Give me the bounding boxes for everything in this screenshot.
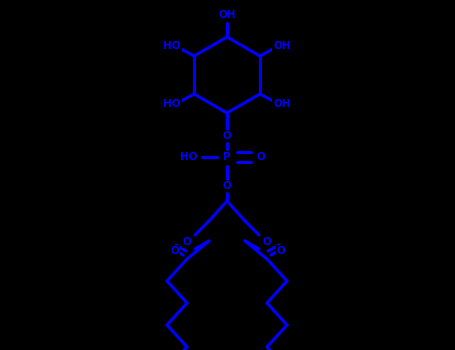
Text: OH: OH	[273, 41, 291, 51]
Text: HO: HO	[163, 99, 181, 109]
Text: O: O	[171, 246, 179, 256]
Text: OH: OH	[218, 10, 236, 20]
Text: O: O	[277, 246, 285, 256]
Text: O: O	[257, 152, 265, 162]
Text: P: P	[223, 152, 231, 162]
Text: O: O	[182, 237, 192, 247]
Text: HO: HO	[180, 152, 198, 162]
Text: OH: OH	[273, 99, 291, 109]
Text: HO: HO	[163, 41, 181, 51]
Text: O: O	[222, 181, 232, 191]
Text: O: O	[222, 131, 232, 141]
Text: O: O	[263, 237, 271, 247]
